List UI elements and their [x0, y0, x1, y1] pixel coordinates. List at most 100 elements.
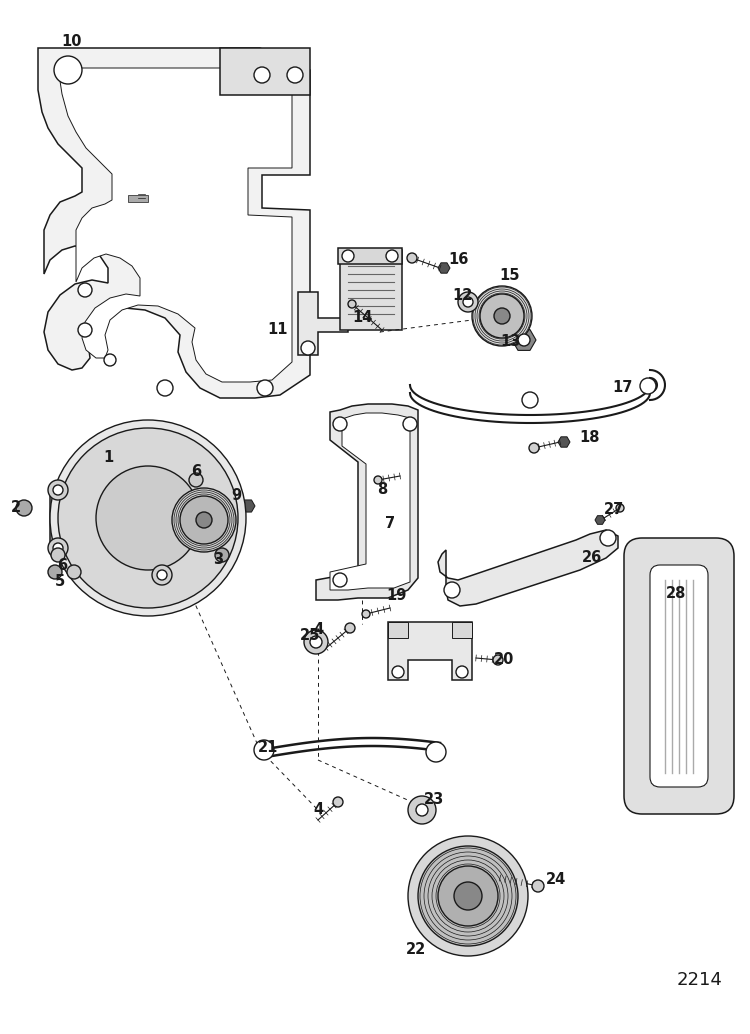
Circle shape	[54, 56, 82, 84]
Text: 9: 9	[231, 487, 241, 503]
Circle shape	[616, 504, 624, 512]
Circle shape	[600, 530, 616, 546]
Polygon shape	[316, 404, 418, 600]
Circle shape	[494, 308, 510, 324]
Circle shape	[58, 428, 238, 608]
Text: 6: 6	[57, 558, 67, 574]
Circle shape	[180, 496, 228, 544]
Text: 5: 5	[55, 575, 65, 589]
Circle shape	[16, 500, 32, 516]
Circle shape	[287, 67, 303, 83]
Circle shape	[51, 548, 65, 562]
Circle shape	[374, 476, 382, 484]
Circle shape	[333, 797, 343, 807]
Circle shape	[386, 250, 398, 262]
Circle shape	[522, 392, 538, 408]
Polygon shape	[50, 488, 72, 550]
Circle shape	[493, 655, 503, 665]
Text: 19: 19	[386, 588, 406, 604]
Text: 12: 12	[452, 288, 472, 304]
Circle shape	[407, 253, 417, 263]
Circle shape	[418, 846, 518, 946]
Circle shape	[408, 796, 436, 824]
Text: 27: 27	[604, 503, 624, 517]
Circle shape	[53, 543, 63, 553]
Text: 10: 10	[62, 34, 82, 50]
Polygon shape	[68, 549, 228, 608]
Text: 13: 13	[500, 335, 520, 349]
Circle shape	[345, 624, 355, 633]
Circle shape	[392, 666, 404, 678]
Text: 23: 23	[424, 792, 444, 808]
Text: 14: 14	[352, 310, 372, 326]
Circle shape	[458, 292, 478, 312]
Text: 2: 2	[11, 500, 21, 516]
Circle shape	[172, 488, 236, 552]
Circle shape	[444, 582, 460, 598]
Text: 24: 24	[546, 873, 566, 887]
Circle shape	[333, 573, 347, 587]
Circle shape	[67, 565, 81, 579]
Polygon shape	[68, 428, 228, 487]
Circle shape	[310, 636, 322, 648]
Circle shape	[463, 297, 473, 307]
Circle shape	[454, 882, 482, 910]
Text: 26: 26	[582, 550, 602, 566]
Polygon shape	[438, 530, 618, 606]
Text: 25: 25	[300, 629, 320, 643]
Text: 3: 3	[213, 552, 223, 568]
Circle shape	[456, 666, 468, 678]
Circle shape	[348, 300, 356, 308]
Circle shape	[104, 354, 116, 366]
Circle shape	[78, 323, 92, 337]
Text: 15: 15	[500, 269, 520, 283]
Polygon shape	[340, 250, 402, 330]
Circle shape	[480, 294, 524, 338]
Text: 1: 1	[103, 451, 113, 465]
Circle shape	[189, 473, 203, 487]
Circle shape	[196, 512, 212, 528]
Circle shape	[438, 866, 498, 926]
Polygon shape	[330, 413, 410, 590]
FancyBboxPatch shape	[650, 565, 708, 787]
Text: 4: 4	[313, 802, 323, 818]
Text: 11: 11	[268, 323, 288, 337]
Polygon shape	[558, 436, 570, 447]
Circle shape	[48, 538, 68, 558]
Circle shape	[48, 565, 62, 579]
Polygon shape	[298, 292, 348, 355]
Circle shape	[157, 381, 173, 396]
Text: 6: 6	[191, 464, 201, 480]
Text: 18: 18	[580, 430, 600, 446]
Circle shape	[640, 378, 656, 394]
Text: 22: 22	[406, 943, 426, 957]
Circle shape	[529, 443, 539, 453]
Polygon shape	[58, 68, 292, 382]
Polygon shape	[338, 248, 402, 264]
Text: 20: 20	[494, 652, 514, 668]
Polygon shape	[452, 622, 472, 638]
Polygon shape	[38, 48, 310, 398]
Circle shape	[78, 283, 92, 297]
Circle shape	[50, 420, 246, 616]
Polygon shape	[595, 516, 605, 524]
Circle shape	[403, 417, 417, 431]
Circle shape	[48, 480, 68, 500]
Text: 2214: 2214	[677, 971, 723, 989]
Circle shape	[157, 570, 167, 580]
Text: 17: 17	[612, 381, 632, 395]
Circle shape	[254, 740, 274, 760]
Circle shape	[53, 485, 63, 495]
Polygon shape	[128, 195, 148, 202]
Circle shape	[215, 548, 229, 562]
FancyBboxPatch shape	[624, 538, 734, 814]
Circle shape	[342, 250, 354, 262]
Text: 16: 16	[448, 252, 468, 268]
Polygon shape	[241, 499, 255, 512]
Circle shape	[304, 630, 328, 653]
Text: 28: 28	[666, 586, 686, 602]
Circle shape	[254, 67, 270, 83]
Text: 8: 8	[376, 483, 387, 497]
Circle shape	[301, 341, 315, 355]
Text: 7: 7	[385, 517, 395, 531]
